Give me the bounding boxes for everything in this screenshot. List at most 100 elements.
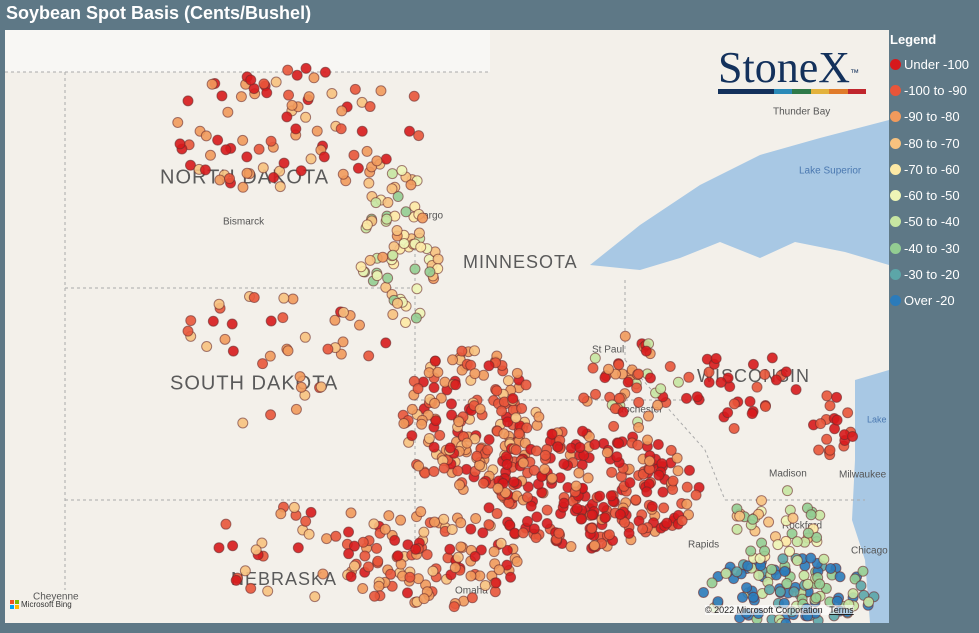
- legend-item[interactable]: Under -100: [890, 51, 979, 77]
- station-dot: [295, 165, 307, 177]
- station-dot: [389, 534, 401, 546]
- station-dot: [408, 90, 420, 102]
- station-dot: [446, 409, 458, 421]
- station-dot: [413, 460, 425, 472]
- station-dot: [421, 549, 433, 561]
- station-dot: [300, 62, 312, 74]
- place-label: Rockford: [782, 521, 822, 532]
- station-dot: [343, 548, 355, 560]
- station-dot: [213, 542, 225, 554]
- station-dot: [317, 568, 329, 580]
- station-dot: [465, 570, 477, 582]
- station-dot: [429, 397, 441, 409]
- station-dot: [655, 383, 667, 395]
- place-label: Cheyenne: [33, 592, 79, 603]
- place-label: Lake Michig: [867, 414, 889, 424]
- station-dot: [586, 509, 598, 521]
- legend-item[interactable]: -100 to -90: [890, 77, 979, 103]
- station-dot: [847, 588, 859, 600]
- station-dot: [409, 263, 421, 275]
- station-dot: [747, 591, 759, 603]
- bing-icon: [10, 600, 19, 609]
- station-dot: [676, 515, 688, 527]
- station-dot: [386, 183, 398, 195]
- station-dot: [521, 515, 533, 527]
- station-dot: [611, 451, 623, 463]
- station-dot: [703, 376, 715, 388]
- station-dot: [423, 432, 435, 444]
- station-dot: [412, 383, 424, 395]
- station-dot: [373, 580, 385, 592]
- terms-link[interactable]: Terms: [829, 605, 854, 615]
- station-dot: [541, 504, 553, 516]
- state-label: MINNESOTA: [463, 252, 578, 272]
- station-dot: [558, 458, 570, 470]
- station-dot: [577, 425, 589, 437]
- station-dot: [483, 519, 495, 531]
- legend-item[interactable]: Over -20: [890, 288, 979, 314]
- station-dot: [237, 417, 249, 429]
- station-dot: [469, 550, 481, 562]
- legend-item[interactable]: -40 to -30: [890, 235, 979, 261]
- station-dot: [371, 542, 383, 554]
- station-dot: [601, 447, 613, 459]
- station-dot: [427, 565, 439, 577]
- station-dot: [212, 134, 224, 146]
- place-label: Fargo: [417, 211, 444, 222]
- legend-item[interactable]: -90 to -80: [890, 104, 979, 130]
- station-dot: [612, 437, 624, 449]
- legend-item[interactable]: -80 to -70: [890, 130, 979, 156]
- station-dot: [521, 491, 533, 503]
- station-dot: [787, 512, 799, 524]
- station-dot: [736, 591, 748, 603]
- station-dot: [387, 308, 399, 320]
- logo-name: StoneX: [718, 43, 850, 92]
- station-dot: [352, 162, 364, 174]
- station-dot: [357, 583, 369, 595]
- station-dot: [661, 517, 673, 529]
- station-dot: [491, 385, 503, 397]
- station-dot: [363, 350, 375, 362]
- station-dot: [466, 592, 478, 604]
- place-label: Rochester: [617, 405, 663, 416]
- legend-item[interactable]: -60 to -50: [890, 182, 979, 208]
- station-dot: [477, 527, 489, 539]
- station-dot: [383, 510, 395, 522]
- station-dot: [478, 369, 490, 381]
- station-dot: [239, 565, 251, 577]
- station-dot: [786, 528, 798, 540]
- lake-superior: [590, 120, 889, 270]
- station-dot: [813, 444, 825, 456]
- station-dot: [498, 428, 510, 440]
- place-label: Thunder Bay: [773, 107, 830, 118]
- station-dot: [477, 477, 489, 489]
- station-dot: [745, 545, 757, 557]
- legend-item[interactable]: -70 to -60: [890, 156, 979, 182]
- station-dot: [613, 392, 625, 404]
- bing: Microsoft Bing: [10, 600, 72, 609]
- station-dot: [763, 516, 775, 528]
- legend-swatch: [890, 295, 901, 307]
- legend-swatch: [890, 111, 901, 123]
- legend-item[interactable]: -30 to -20: [890, 261, 979, 287]
- station-dot: [230, 574, 242, 586]
- station-dot: [452, 465, 464, 477]
- station-dot: [449, 562, 461, 574]
- station-dot: [455, 517, 467, 529]
- station-dot: [444, 442, 456, 454]
- station-dot: [520, 379, 532, 391]
- station-dot: [277, 312, 289, 324]
- station-dot: [322, 343, 334, 355]
- station-dot: [281, 111, 293, 123]
- station-dot: [453, 416, 465, 428]
- station-dot: [182, 95, 194, 107]
- station-dot: [204, 149, 216, 161]
- station-dot: [574, 441, 586, 453]
- station-dot: [303, 91, 315, 103]
- station-dot: [622, 376, 634, 388]
- station-dot: [354, 319, 366, 331]
- legend-item[interactable]: -50 to -40: [890, 209, 979, 235]
- station-dot: [608, 420, 620, 432]
- station-dot: [565, 541, 577, 553]
